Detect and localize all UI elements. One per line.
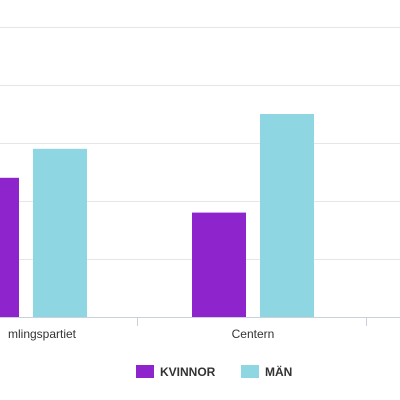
legend-label-kvinnor: KVINNOR	[160, 365, 216, 379]
bar-kvinnor-centern[interactable]	[192, 212, 246, 317]
category-label-samlingspartiet: mlingspartiet	[8, 327, 77, 341]
bar-man-centern[interactable]	[260, 114, 314, 317]
legend-swatch-kvinnor	[136, 365, 154, 378]
category-label-centern: Centern	[232, 327, 275, 341]
legend-swatch-man	[241, 365, 259, 378]
legend-label-man: MÄN	[265, 364, 292, 379]
legend: KVINNOR MÄN	[136, 364, 292, 379]
bar-man-samlingspartiet[interactable]	[33, 148, 87, 317]
bar-kvinnor-samlingspartiet[interactable]	[0, 177, 19, 317]
x-axis-ticks	[137, 317, 367, 326]
bars	[0, 114, 314, 317]
